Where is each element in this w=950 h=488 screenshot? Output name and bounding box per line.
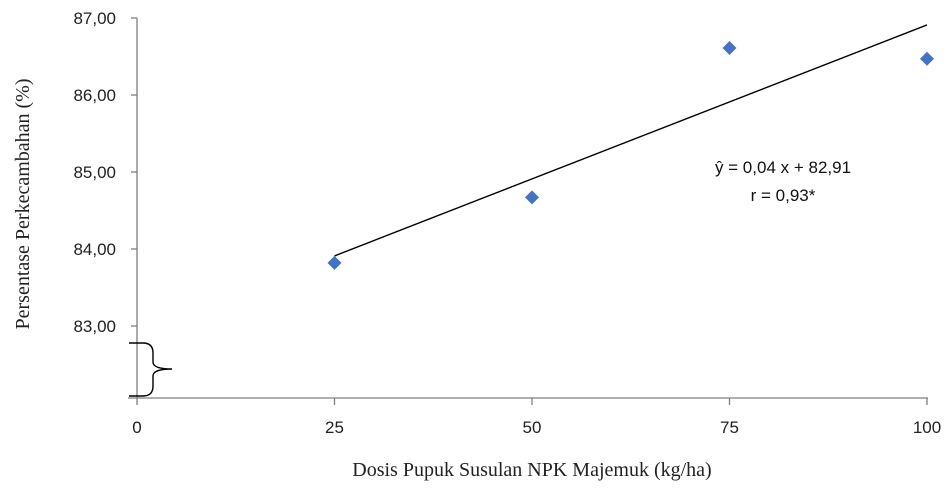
data-point-marker	[722, 41, 737, 56]
regression-equation: ŷ = 0,04 x + 82,91	[715, 158, 851, 177]
x-tick-label: 100	[913, 418, 941, 437]
data-point-marker	[920, 51, 934, 66]
data-point-marker	[327, 255, 342, 270]
x-axis-ticks	[136, 398, 928, 405]
y-tick-label: 83,00	[73, 317, 116, 336]
x-tick-label: 50	[523, 418, 542, 437]
x-tick-label: 0	[132, 418, 141, 437]
x-axis-title: Dosis Pupuk Susulan NPK Majemuk (kg/ha)	[352, 459, 711, 481]
y-tick-label: 84,00	[73, 240, 116, 259]
trendline	[334, 24, 928, 257]
y-tick-label: 87,00	[73, 9, 116, 28]
x-tick-label: 25	[325, 418, 344, 437]
y-tick-label: 85,00	[73, 163, 116, 182]
y-axis-title: Persentase Perkecambahan (%)	[12, 79, 34, 330]
data-point-marker	[525, 190, 539, 205]
y-axis-tick-labels: 83,00 84,00 85,00 86,00 87,00	[73, 9, 116, 336]
data-points	[327, 41, 934, 270]
x-tick-label: 75	[720, 418, 739, 437]
y-tick-label: 86,00	[73, 86, 116, 105]
y-axis-ticks	[131, 17, 137, 327]
correlation-coefficient: r = 0,93*	[751, 186, 816, 205]
axis-break-brace	[129, 342, 173, 397]
x-axis-tick-labels: 0 25 50 75 100	[132, 418, 941, 437]
